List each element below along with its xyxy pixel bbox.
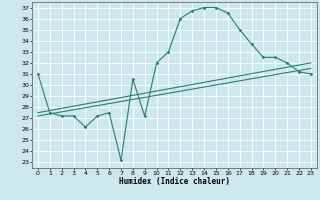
- X-axis label: Humidex (Indice chaleur): Humidex (Indice chaleur): [119, 177, 230, 186]
